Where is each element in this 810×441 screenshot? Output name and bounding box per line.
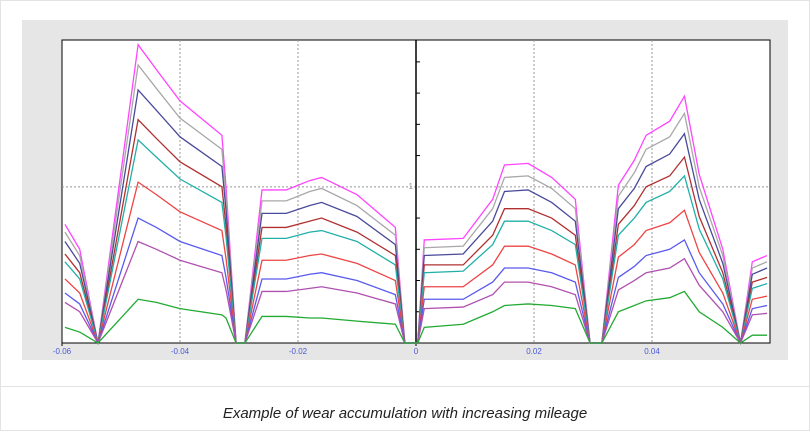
line-series (64, 88, 768, 344)
x-tick-label: 0 (414, 347, 419, 356)
y-tick-label: 1 (409, 182, 414, 191)
x-tick-label: -0.02 (289, 347, 308, 356)
x-tick-label: -0.06 (53, 347, 72, 356)
line-series (64, 42, 768, 344)
x-tick-label: -0.04 (171, 347, 190, 356)
line-series (64, 290, 768, 344)
chart: -0.06 -0.04 -0.02 0 0.02 0.04 1 (22, 20, 788, 360)
x-tick-label: 0.02 (526, 347, 542, 356)
x-tick-label: 0.04 (644, 347, 660, 356)
line-series (64, 63, 768, 344)
line-series (64, 217, 768, 345)
caption: Example of wear accumulation with increa… (1, 386, 809, 431)
line-series (64, 118, 768, 344)
line-series (64, 181, 768, 346)
line-series (64, 240, 768, 345)
line-series (64, 138, 768, 344)
